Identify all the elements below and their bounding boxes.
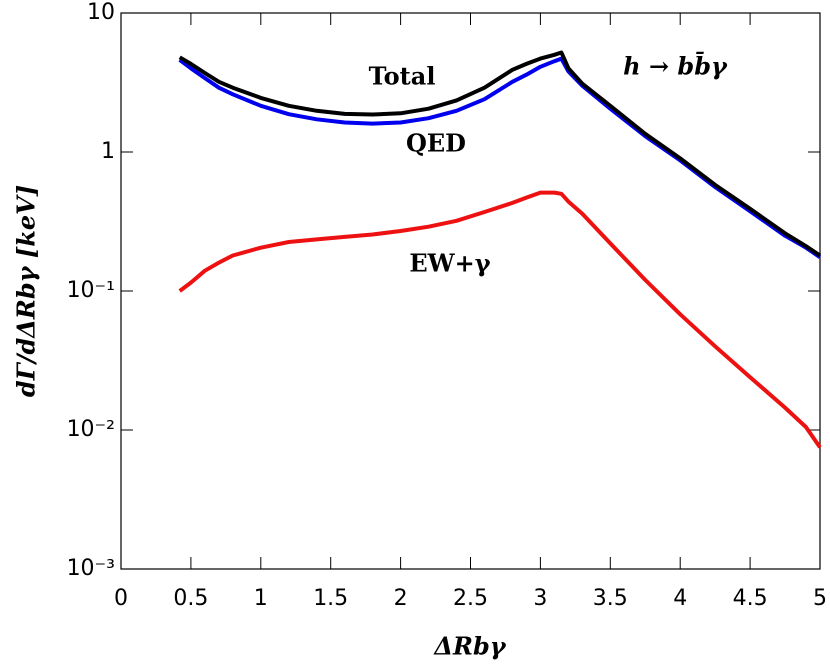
x-axis-label: ΔRbγ: [433, 632, 506, 661]
x-tick-label: 1.5: [313, 586, 348, 611]
x-tick-label: 2: [394, 586, 408, 611]
x-tick-label: 1: [254, 586, 268, 611]
y-tick-label: 1: [101, 139, 115, 164]
x-tick-label: 4.5: [733, 586, 768, 611]
series-line: [178, 56, 822, 259]
y-axis-label: dΓ/dΔRbγ [keV]: [12, 185, 41, 397]
y-tick-label: 10: [87, 0, 115, 25]
x-tick-label: 5: [813, 586, 827, 611]
x-tick-label: 0.5: [173, 586, 208, 611]
series-line: [178, 50, 822, 258]
plot-frame: [120, 12, 821, 570]
x-tick-label: 3: [533, 586, 547, 611]
y-tick-label: 10⁻³: [67, 556, 115, 581]
annotation: Total: [369, 62, 436, 91]
annotation: QED: [406, 129, 466, 158]
x-tick-label: 0: [114, 586, 128, 611]
y-tick-label: 10⁻¹: [67, 278, 115, 303]
annotation: h → bb̄γ: [623, 51, 728, 80]
y-tick-label: 10⁻²: [67, 417, 115, 442]
annotation: EW+γ: [409, 249, 490, 278]
x-tick-label: 2.5: [453, 586, 488, 611]
x-tick-label: 4: [673, 586, 687, 611]
series-line: [178, 190, 822, 449]
x-tick-label: 3.5: [593, 586, 628, 611]
